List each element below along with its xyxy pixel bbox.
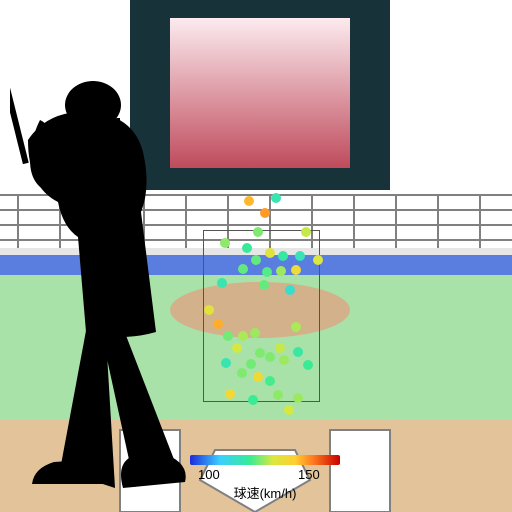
pitch-point	[217, 278, 227, 288]
colorbar-label: 球速(km/h)	[190, 483, 340, 502]
pitch-point	[232, 343, 242, 353]
pitch-location-chart: 100 150 球速(km/h)	[0, 0, 512, 512]
pitch-point	[204, 305, 214, 315]
pitch-point	[213, 319, 223, 329]
colorbar	[190, 455, 340, 465]
pitch-point	[220, 238, 230, 248]
pitch-point	[291, 265, 301, 275]
pitch-point	[238, 264, 248, 274]
pitch-point	[246, 359, 256, 369]
pitch-point	[225, 389, 235, 399]
pitch-point	[242, 243, 252, 253]
pitch-point	[223, 331, 233, 341]
pitch-point	[251, 255, 261, 265]
pitch-point	[237, 368, 247, 378]
pitch-point	[303, 360, 313, 370]
pitch-point	[265, 376, 275, 386]
pitch-point	[293, 393, 303, 403]
pitch-point	[275, 343, 285, 353]
pitch-point	[265, 352, 275, 362]
pitch-point	[291, 322, 301, 332]
colorbar-tick: 100	[198, 467, 220, 482]
pitch-point	[276, 266, 286, 276]
pitch-point	[253, 372, 263, 382]
pitch-point	[250, 328, 260, 338]
pitch-point	[279, 355, 289, 365]
colorbar-tick: 150	[298, 467, 320, 482]
pitch-point	[278, 251, 288, 261]
pitch-point	[313, 255, 323, 265]
pitch-point	[248, 395, 258, 405]
pitch-point	[221, 358, 231, 368]
pitch-point	[293, 347, 303, 357]
pitch-point	[285, 285, 295, 295]
pitch-point	[265, 248, 275, 258]
pitch-point	[238, 331, 248, 341]
pitch-point	[260, 208, 270, 218]
pitch-point	[253, 227, 263, 237]
pitch-point	[301, 227, 311, 237]
pitch-point	[284, 405, 294, 415]
pitch-point	[255, 348, 265, 358]
pitch-point	[262, 267, 272, 277]
pitch-point	[259, 280, 269, 290]
batter-silhouette-icon	[10, 60, 230, 490]
pitch-point	[244, 196, 254, 206]
pitch-point	[273, 390, 283, 400]
pitch-point	[271, 193, 281, 203]
pitch-point	[295, 251, 305, 261]
